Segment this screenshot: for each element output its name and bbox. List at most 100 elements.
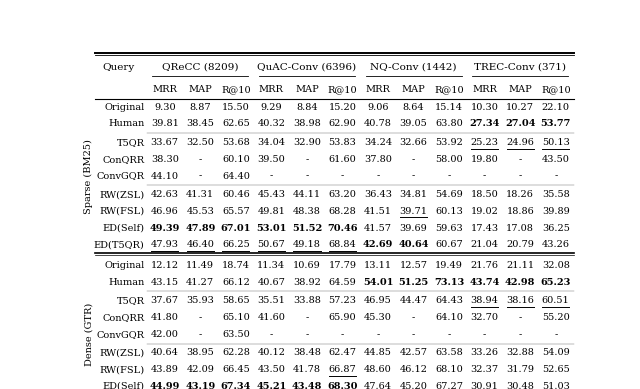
Text: 10.27: 10.27 — [506, 103, 534, 112]
Text: 58.00: 58.00 — [435, 155, 463, 164]
Text: 43.15: 43.15 — [151, 278, 179, 287]
Text: 34.04: 34.04 — [257, 138, 285, 147]
Text: 21.76: 21.76 — [470, 261, 499, 270]
Text: 46.95: 46.95 — [364, 296, 392, 305]
Text: 44.85: 44.85 — [364, 348, 392, 357]
Text: 41.27: 41.27 — [186, 278, 214, 287]
Text: 11.49: 11.49 — [186, 261, 214, 270]
Text: 57.23: 57.23 — [328, 296, 356, 305]
Text: 8.64: 8.64 — [403, 103, 424, 112]
Text: 53.92: 53.92 — [435, 138, 463, 147]
Text: 43.74: 43.74 — [470, 278, 500, 287]
Text: 53.68: 53.68 — [222, 138, 250, 147]
Text: 17.43: 17.43 — [470, 224, 499, 233]
Text: -: - — [447, 330, 451, 339]
Text: 65.57: 65.57 — [222, 207, 250, 216]
Text: 32.88: 32.88 — [506, 348, 534, 357]
Text: 40.78: 40.78 — [364, 119, 392, 128]
Text: MRR: MRR — [365, 85, 390, 94]
Text: 10.69: 10.69 — [293, 261, 321, 270]
Text: 32.50: 32.50 — [186, 138, 214, 147]
Text: 48.38: 48.38 — [293, 207, 321, 216]
Text: 49.39: 49.39 — [150, 224, 180, 233]
Text: -: - — [518, 330, 522, 339]
Text: 53.01: 53.01 — [256, 224, 287, 233]
Text: 63.58: 63.58 — [435, 348, 463, 357]
Text: 65.90: 65.90 — [329, 313, 356, 322]
Text: Human: Human — [108, 278, 145, 287]
Text: 70.46: 70.46 — [327, 224, 358, 233]
Text: 43.48: 43.48 — [292, 382, 322, 389]
Text: 66.25: 66.25 — [222, 240, 250, 249]
Text: 36.43: 36.43 — [364, 190, 392, 199]
Text: 50.13: 50.13 — [542, 138, 570, 147]
Text: QReCC (8209): QReCC (8209) — [162, 63, 239, 72]
Text: 41.78: 41.78 — [293, 365, 321, 374]
Text: 46.40: 46.40 — [186, 240, 214, 249]
Text: 61.60: 61.60 — [328, 155, 356, 164]
Text: MAP: MAP — [402, 85, 426, 94]
Text: 35.93: 35.93 — [186, 296, 214, 305]
Text: 68.30: 68.30 — [327, 382, 358, 389]
Text: Dense (GTR): Dense (GTR) — [84, 303, 93, 366]
Text: R@10: R@10 — [328, 85, 357, 94]
Text: 34.24: 34.24 — [364, 138, 392, 147]
Text: -: - — [341, 330, 344, 339]
Text: 47.93: 47.93 — [151, 240, 179, 249]
Text: T5QR: T5QR — [116, 296, 145, 305]
Text: 43.89: 43.89 — [151, 365, 179, 374]
Text: 66.87: 66.87 — [328, 365, 356, 374]
Text: 64.40: 64.40 — [222, 172, 250, 180]
Text: 19.80: 19.80 — [471, 155, 499, 164]
Text: 46.96: 46.96 — [151, 207, 179, 216]
Text: -: - — [198, 313, 202, 322]
Text: 43.26: 43.26 — [541, 240, 570, 249]
Text: 45.21: 45.21 — [256, 382, 287, 389]
Text: MRR: MRR — [152, 85, 177, 94]
Text: 58.65: 58.65 — [222, 296, 250, 305]
Text: -: - — [376, 330, 380, 339]
Text: 12.12: 12.12 — [150, 261, 179, 270]
Text: 51.25: 51.25 — [399, 278, 429, 287]
Text: 8.84: 8.84 — [296, 103, 317, 112]
Text: TREC-Conv (371): TREC-Conv (371) — [474, 63, 566, 72]
Text: 37.80: 37.80 — [364, 155, 392, 164]
Text: -: - — [198, 155, 202, 164]
Text: 47.64: 47.64 — [364, 382, 392, 389]
Text: 33.67: 33.67 — [151, 138, 179, 147]
Text: 17.79: 17.79 — [328, 261, 356, 270]
Text: -: - — [518, 155, 522, 164]
Text: 43.50: 43.50 — [257, 365, 285, 374]
Text: NQ-Conv (1442): NQ-Conv (1442) — [371, 63, 457, 72]
Text: -: - — [412, 172, 415, 180]
Text: 64.59: 64.59 — [328, 278, 356, 287]
Text: 45.43: 45.43 — [257, 190, 285, 199]
Text: 42.57: 42.57 — [399, 348, 428, 357]
Text: 55.20: 55.20 — [542, 313, 570, 322]
Text: 40.64: 40.64 — [151, 348, 179, 357]
Text: QuAC-Conv (6396): QuAC-Conv (6396) — [257, 63, 356, 72]
Text: R@10: R@10 — [435, 85, 464, 94]
Text: -: - — [412, 330, 415, 339]
Text: 63.80: 63.80 — [435, 119, 463, 128]
Text: 40.12: 40.12 — [257, 348, 285, 357]
Text: 39.69: 39.69 — [400, 224, 428, 233]
Text: MAP: MAP — [508, 85, 532, 94]
Text: 60.10: 60.10 — [222, 155, 250, 164]
Text: 33.88: 33.88 — [293, 296, 321, 305]
Text: 39.81: 39.81 — [151, 119, 179, 128]
Text: RW(ZSL): RW(ZSL) — [99, 190, 145, 199]
Text: 32.08: 32.08 — [542, 261, 570, 270]
Text: 38.94: 38.94 — [470, 296, 499, 305]
Text: RW(FSL): RW(FSL) — [99, 365, 145, 374]
Text: 62.47: 62.47 — [328, 348, 356, 357]
Text: 65.23: 65.23 — [541, 278, 571, 287]
Text: -: - — [305, 330, 308, 339]
Text: 66.45: 66.45 — [222, 365, 250, 374]
Text: 50.67: 50.67 — [257, 240, 285, 249]
Text: -: - — [447, 172, 451, 180]
Text: 45.20: 45.20 — [399, 382, 428, 389]
Text: T5QR: T5QR — [116, 138, 145, 147]
Text: 38.30: 38.30 — [151, 155, 179, 164]
Text: 44.11: 44.11 — [293, 190, 321, 199]
